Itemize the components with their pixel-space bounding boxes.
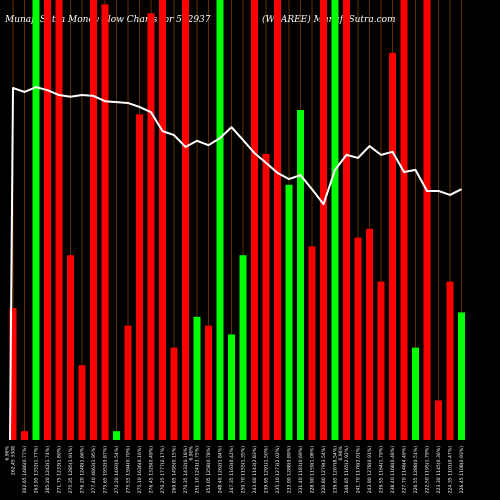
bar bbox=[44, 0, 51, 440]
x-tick-label: 275.35 1285(1.91%) bbox=[68, 446, 74, 494]
bar bbox=[435, 400, 442, 440]
x-tick-label: 274.20 1493(0.54%) bbox=[114, 446, 120, 494]
x-tick-label: 239.95 1291(1.50%) bbox=[264, 446, 270, 494]
x-tick-label: 277.40 4863(1.95%) bbox=[91, 446, 97, 494]
bar bbox=[9, 308, 17, 440]
bar bbox=[389, 52, 396, 441]
bar bbox=[205, 325, 212, 440]
x-tick-label: 251.10 1241(3.75%) bbox=[195, 446, 201, 494]
x-tick-label: 270.35 1432(0.18%) bbox=[183, 446, 189, 494]
x-tick-label: 248.40 1262(1.84%) bbox=[218, 446, 224, 494]
bar bbox=[297, 110, 304, 440]
x-tick-label: 253.05 1258(0.78%) bbox=[206, 446, 212, 494]
bar bbox=[343, 0, 350, 440]
bar bbox=[285, 184, 293, 440]
bar bbox=[458, 312, 465, 440]
x-tick-label: 247.35 1163(0.42%) bbox=[229, 446, 235, 494]
x-tick-label: 223.30 1145(0.36%) bbox=[436, 446, 442, 494]
bar bbox=[239, 255, 247, 440]
x-tick-label: 222.50 1195(1.79%) bbox=[425, 446, 431, 494]
x-tick-label: 265.20 1242(1.74%) bbox=[45, 446, 51, 494]
x-tick-label: 226.55 1288(0.51%) bbox=[413, 446, 419, 494]
x-tick-label: 233.00 1288(0.89%) bbox=[287, 446, 293, 494]
x-tick-label: 262.65 1486(0.77%) bbox=[22, 446, 28, 494]
x-tick-label: 241.70 1176(2.01%) bbox=[356, 446, 362, 494]
x-tick-label: 243.90 1278(0.91%) bbox=[367, 446, 373, 494]
x-tick-label: 269.85 1495(0.15%) bbox=[172, 446, 178, 494]
bar bbox=[262, 154, 270, 440]
period-marker-label: 6.96% bbox=[338, 445, 344, 460]
bar bbox=[216, 0, 224, 440]
x-tick-label: 271.75 1233(1.80%) bbox=[57, 446, 63, 494]
x-tick-label: 246.65 1165(2.92%) bbox=[344, 446, 350, 494]
bar bbox=[55, 0, 63, 440]
bar bbox=[366, 228, 373, 440]
x-tick-label: 235.10 1273(2.02%) bbox=[275, 446, 281, 494]
x-tick-label: 224.35 1101(0.47%) bbox=[448, 446, 454, 494]
x-tick-label: 238.40 1168(0.48%) bbox=[390, 446, 396, 494]
bar bbox=[113, 431, 120, 440]
bar bbox=[193, 316, 201, 440]
bar bbox=[90, 0, 97, 440]
x-tick-label: 239.65 1267(8.54%) bbox=[333, 446, 339, 494]
x-tick-labels: 262.45 3308 262.65 1486(0.77%) 263.95 1352… bbox=[5, 445, 466, 493]
bar bbox=[136, 114, 143, 441]
x-tick-label: 275.10 1636(0.16%) bbox=[137, 446, 143, 494]
period-marker-label: 6.96% bbox=[5, 445, 11, 460]
x-tick-label: 262.45 3308 bbox=[11, 446, 17, 475]
x-tick-label: 276.45 1329(0.49%) bbox=[149, 446, 155, 494]
bar bbox=[354, 237, 362, 440]
bar bbox=[377, 281, 385, 440]
x-tick-label: 228.90 1159(1.08%) bbox=[310, 446, 316, 494]
x-tick-label: 220.80 1279(3.54%) bbox=[321, 446, 327, 494]
x-tick-label: 263.95 1352(1.77%) bbox=[34, 446, 40, 494]
chart-title-right: (WAAREE) MunafaSutra.com bbox=[262, 14, 396, 25]
x-tick-label: 275.55 1394(0.70%) bbox=[126, 446, 132, 494]
x-tick-label: 227.70 1146(4.49%) bbox=[402, 446, 408, 494]
bar bbox=[32, 0, 40, 440]
bar bbox=[274, 0, 281, 440]
bar bbox=[124, 325, 132, 440]
x-tick-label: 226.45 1108(0.93%) bbox=[459, 446, 465, 494]
bar bbox=[308, 246, 316, 440]
bar bbox=[182, 0, 189, 440]
bar bbox=[228, 334, 235, 440]
bar bbox=[159, 0, 166, 440]
bar bbox=[320, 0, 327, 440]
bar bbox=[251, 0, 258, 440]
price-line bbox=[9, 86, 462, 441]
bar bbox=[400, 0, 408, 440]
bar bbox=[78, 365, 86, 440]
bar bbox=[21, 431, 28, 440]
bar bbox=[67, 255, 74, 440]
x-tick-label: 275.65 1952(0.87%) bbox=[103, 446, 109, 494]
x-tick-label: 231.40 1181(0.69%) bbox=[298, 446, 304, 494]
x-tick-label: 250.70 1155(1.35%) bbox=[241, 446, 247, 494]
price-line-group bbox=[9, 86, 462, 441]
bar bbox=[423, 0, 431, 440]
period-marker-label: 6.90% bbox=[189, 445, 195, 460]
x-tick-label: 270.25 1777(2.17%) bbox=[160, 446, 166, 494]
x-tick-label: 276.20 1248(1.66%) bbox=[80, 446, 86, 494]
money-flow-bars bbox=[9, 0, 465, 441]
bar bbox=[412, 347, 419, 440]
bar bbox=[147, 13, 155, 440]
x-tick-label: 243.60 1143(2.83%) bbox=[252, 446, 258, 494]
bar bbox=[331, 0, 339, 440]
bar bbox=[446, 281, 454, 440]
x-tick-label: 239.55 1164(1.79%) bbox=[379, 446, 385, 494]
bar bbox=[101, 4, 109, 441]
bar bbox=[170, 347, 178, 440]
